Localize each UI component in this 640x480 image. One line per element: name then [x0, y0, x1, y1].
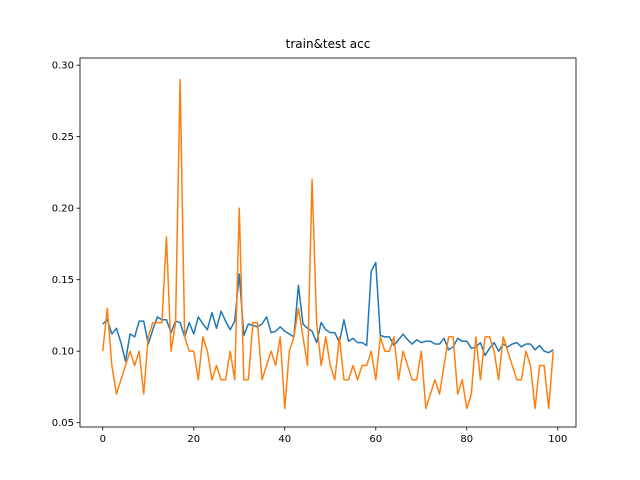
y-tick-label: 0.30	[52, 61, 74, 72]
x-tick-label: 80	[460, 434, 473, 445]
x-tick-label: 60	[369, 434, 382, 445]
y-axis: 0.05 0.10 0.15 0.20 0.25 0.30	[52, 61, 80, 429]
series-line-1	[102, 78, 554, 410]
x-axis: 0 20 40 60 80 100	[100, 427, 567, 445]
y-tick-label: 0.10	[52, 347, 74, 358]
series-layer	[102, 78, 554, 410]
x-tick-label: 100	[548, 434, 567, 445]
plot-frame	[79, 57, 577, 428]
series-line-0	[102, 261, 554, 362]
y-tick-label: 0.15	[52, 275, 74, 286]
x-tick-label: 40	[278, 434, 291, 445]
chart-title: train&test acc	[286, 37, 371, 51]
x-tick-label: 0	[100, 434, 106, 445]
y-tick-label: 0.25	[52, 132, 74, 143]
y-tick-label: 0.20	[52, 204, 74, 215]
y-tick-label: 0.05	[52, 418, 74, 429]
x-tick-label: 20	[187, 434, 200, 445]
